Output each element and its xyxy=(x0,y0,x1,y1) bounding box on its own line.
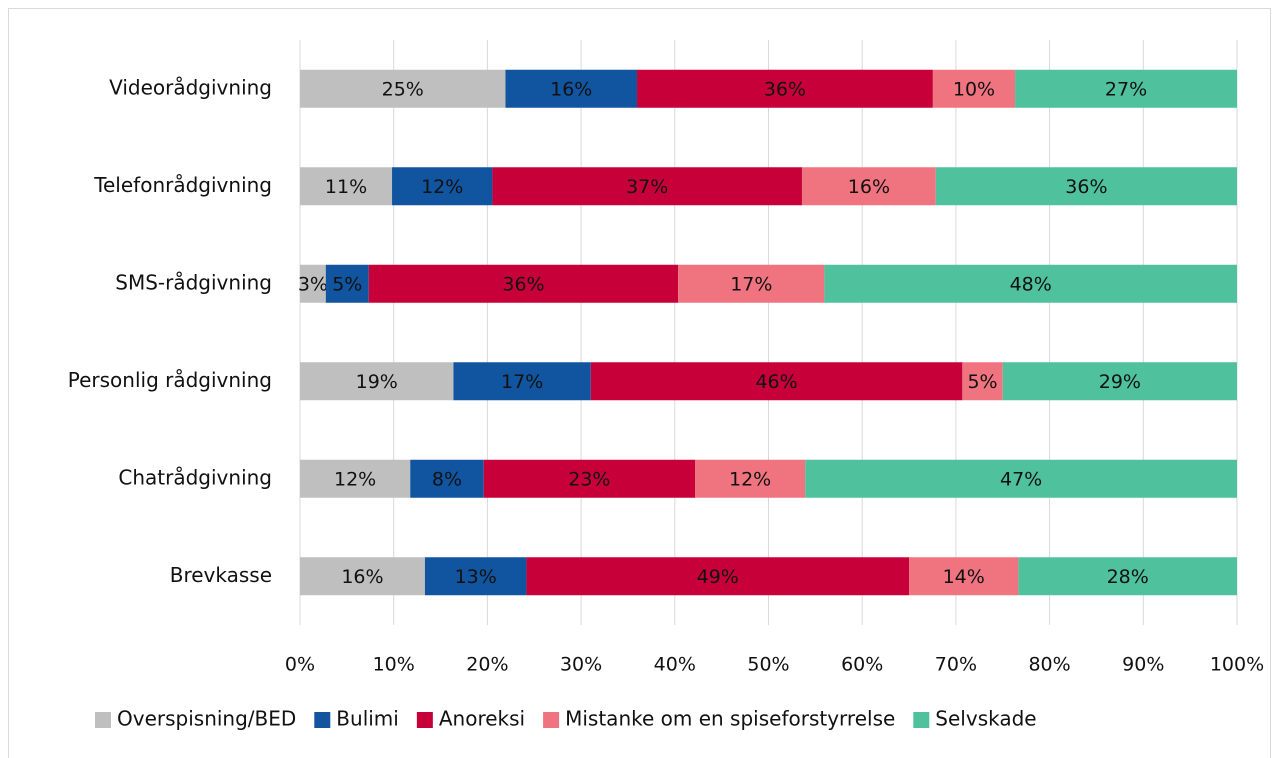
bar-segment xyxy=(325,264,369,303)
data-label: 16% xyxy=(550,78,592,100)
data-label: 19% xyxy=(356,371,398,393)
data-label: 17% xyxy=(501,371,543,393)
data-label: 12% xyxy=(421,176,463,198)
data-label: 47% xyxy=(1000,468,1042,490)
legend-label: Selvskade xyxy=(935,707,1036,731)
chart-frame xyxy=(8,8,1271,758)
bar-segment xyxy=(505,69,637,108)
data-label: 14% xyxy=(943,566,985,588)
data-label: 27% xyxy=(1105,78,1147,100)
x-tick-label: 70% xyxy=(935,654,977,676)
bar-segment xyxy=(1015,69,1237,108)
data-label: 37% xyxy=(626,176,668,198)
data-label: 25% xyxy=(382,78,424,100)
data-label: 16% xyxy=(341,566,383,588)
data-label: 49% xyxy=(697,566,739,588)
x-tick-label: 60% xyxy=(841,654,883,676)
data-label: 17% xyxy=(730,273,772,295)
bar-segment xyxy=(932,69,1016,108)
bar-segment xyxy=(526,557,910,596)
bar-segment xyxy=(453,362,591,401)
data-label: 36% xyxy=(764,78,806,100)
bar-segment xyxy=(1018,557,1237,596)
x-tick-label: 0% xyxy=(285,654,315,676)
x-tick-label: 100% xyxy=(1210,654,1264,676)
bar-segment xyxy=(636,69,933,108)
bar-segment xyxy=(678,264,825,303)
bar-segment xyxy=(801,167,936,206)
data-label: 16% xyxy=(848,176,890,198)
data-label: 8% xyxy=(432,468,462,490)
y-tick-label: Personlig rådgivning xyxy=(68,368,272,392)
legend-swatch xyxy=(913,712,930,728)
x-tick-label: 10% xyxy=(373,654,415,676)
data-label: 12% xyxy=(729,468,771,490)
x-tick-label: 40% xyxy=(654,654,696,676)
y-tick-label: SMS-rådgivning xyxy=(115,270,272,294)
x-tick-label: 80% xyxy=(1028,654,1070,676)
bar-segment xyxy=(590,362,963,401)
x-tick-label: 50% xyxy=(747,654,789,676)
data-label: 10% xyxy=(953,78,995,100)
bar-segment xyxy=(962,362,1003,401)
legend-swatch xyxy=(543,712,560,728)
bar-segment xyxy=(909,557,1019,596)
y-tick-label: Chatrådgivning xyxy=(118,465,272,489)
x-tick-label: 20% xyxy=(466,654,508,676)
data-label: 23% xyxy=(568,468,610,490)
data-label: 12% xyxy=(334,468,376,490)
bar-segment xyxy=(392,167,493,206)
data-label: 28% xyxy=(1107,566,1149,588)
bar-segment xyxy=(483,459,696,498)
legend-swatch xyxy=(95,712,111,728)
bar-segment xyxy=(300,557,425,596)
legend-swatch xyxy=(314,712,331,728)
legend-label: Anoreksi xyxy=(439,707,525,731)
x-tick-label: 90% xyxy=(1122,654,1164,676)
data-label: 11% xyxy=(325,176,367,198)
bar-segment xyxy=(492,167,802,206)
legend-label: Bulimi xyxy=(336,707,399,731)
bar-segment xyxy=(300,362,454,401)
data-label: 36% xyxy=(502,273,544,295)
bar-segment xyxy=(824,264,1237,303)
data-label: 5% xyxy=(332,273,362,295)
bar-segment xyxy=(300,167,393,206)
legend-swatch xyxy=(416,712,433,728)
legend-label: Overspisning/BED xyxy=(117,707,296,731)
bar-segment xyxy=(368,264,679,303)
x-tick-label: 30% xyxy=(560,654,602,676)
y-tick-label: Telefonrådgivning xyxy=(93,173,272,197)
data-label: 3% xyxy=(298,273,328,295)
bar-segment xyxy=(935,167,1237,206)
data-label: 48% xyxy=(1010,273,1052,295)
bar-segment xyxy=(410,459,484,498)
legend-label: Mistanke om en spiseforstyrrelse xyxy=(565,707,895,731)
bar-segment xyxy=(424,557,527,596)
y-tick-label: Videorådgivning xyxy=(109,75,272,99)
data-label: 13% xyxy=(455,566,497,588)
bar-segment xyxy=(300,459,411,498)
bar-segment xyxy=(805,459,1237,498)
y-tick-label: Brevkasse xyxy=(170,563,272,587)
bar-segment xyxy=(1002,362,1237,401)
data-label: 29% xyxy=(1099,371,1141,393)
data-label: 46% xyxy=(755,371,797,393)
bar-segment xyxy=(300,69,506,108)
data-label: 36% xyxy=(1065,176,1107,198)
bar-segment xyxy=(300,264,326,303)
data-label: 5% xyxy=(967,371,997,393)
bar-segment xyxy=(695,459,806,498)
